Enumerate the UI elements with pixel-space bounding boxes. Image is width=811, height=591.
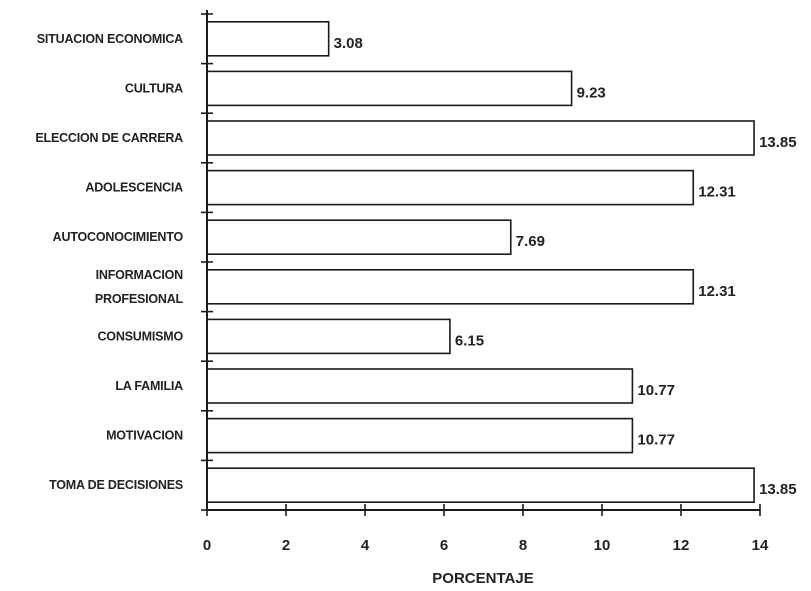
category-label: AUTOCONOCIMIENTO xyxy=(53,230,184,244)
x-tick-label: 0 xyxy=(203,537,211,554)
bar xyxy=(206,417,634,454)
value-label: 13.85 xyxy=(759,134,797,151)
category-label: SITUACION ECONOMICA xyxy=(37,32,183,46)
x-tick-label: 12 xyxy=(673,537,690,554)
x-tick-label: 4 xyxy=(361,537,370,554)
value-labels-group: 3.08 9.23 13.85 12.31 7.69 12.31 6.15 10.77 10.7… xyxy=(334,35,797,498)
x-tick-label: 2 xyxy=(282,537,290,554)
bar xyxy=(206,70,573,107)
value-label: 10.77 xyxy=(637,382,675,399)
bar xyxy=(206,120,755,156)
category-label: MOTIVACION xyxy=(106,429,183,443)
category-label: LA FAMILIA xyxy=(115,379,183,393)
category-label: CULTURA xyxy=(125,81,183,95)
bars-group xyxy=(206,20,755,504)
bar xyxy=(206,219,512,255)
bar xyxy=(206,268,695,305)
x-tick-label: 10 xyxy=(594,537,611,554)
bar xyxy=(206,467,755,504)
bar xyxy=(206,318,451,355)
x-axis-title: PORCENTAJE xyxy=(432,570,533,587)
x-tick-label: 14 xyxy=(752,537,769,554)
bar xyxy=(206,368,634,404)
x-tick-label: 8 xyxy=(519,537,527,554)
value-label: 10.77 xyxy=(637,432,675,449)
value-label: 9.23 xyxy=(577,84,606,101)
category-label: ADOLESCENCIA xyxy=(85,181,183,195)
value-label: 7.69 xyxy=(516,233,545,250)
x-tick-label: 6 xyxy=(440,537,448,554)
category-label: ELECCION DE CARRERA xyxy=(35,131,183,145)
category-label: INFORMACION xyxy=(96,268,184,282)
x-ticks-group: 0 2 4 6 8 10 12 14 xyxy=(203,504,769,554)
bar xyxy=(206,20,330,57)
value-label: 12.31 xyxy=(698,283,736,300)
category-label: CONSUMISMO xyxy=(97,329,183,343)
category-label: TOMA DE DECISIONES xyxy=(49,478,183,492)
axes-group xyxy=(201,10,760,511)
value-label: 6.15 xyxy=(455,332,484,349)
value-label: 12.31 xyxy=(698,184,736,201)
category-label: PROFESIONAL xyxy=(95,292,184,306)
value-label: 13.85 xyxy=(759,481,797,498)
bar xyxy=(206,169,695,206)
category-labels-group: SITUACION ECONOMICA CULTURA ELECCION DE CA… xyxy=(35,32,183,492)
value-label: 3.08 xyxy=(334,35,363,52)
